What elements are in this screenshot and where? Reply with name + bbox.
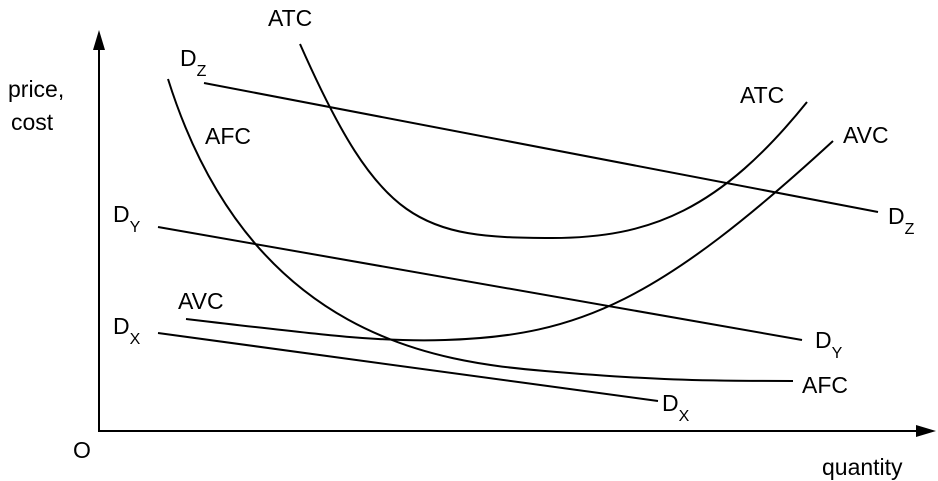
avc-curve [185,140,834,342]
dz-label-right: DZ [888,203,915,238]
x-axis-arrowhead [916,425,936,437]
dx-left-sub: X [130,331,141,348]
x-axis-label: quantity [822,454,903,480]
atc-curve [299,43,808,240]
dy-right-d: D [815,327,832,353]
y-axis-label-line1: price, [8,76,64,102]
dx-right-sub: X [679,408,690,425]
atc-label-top: ATC [268,5,312,31]
dy-left-sub: Y [130,219,141,236]
dy-label-left: DY [113,201,141,236]
dz-left-sub: Z [197,63,207,80]
dy-left-d: D [113,201,130,227]
avc-label-left: AVC [178,288,224,314]
dx-right-d: D [662,390,679,416]
demand-line-z [203,82,879,213]
demand-line-y [157,226,803,341]
dx-label-left: DX [113,313,141,348]
demand-line-x [157,332,659,402]
dz-right-d: D [888,203,905,229]
avc-label-right: AVC [843,122,889,148]
afc-label-right: AFC [802,372,848,398]
dy-label-right: DY [815,327,843,362]
dz-right-sub: Z [905,221,915,238]
dx-left-d: D [113,313,130,339]
atc-label-right: ATC [740,82,784,108]
origin-label: O [73,437,91,463]
y-axis-label-line2: cost [11,109,54,135]
dy-right-sub: Y [832,345,843,362]
dx-label-right: DX [662,390,690,425]
dz-label-left: DZ [180,45,207,80]
afc-curve [167,78,794,382]
dz-left-d: D [180,45,197,71]
y-axis-arrowhead [93,30,105,50]
afc-label-left: AFC [205,123,251,149]
